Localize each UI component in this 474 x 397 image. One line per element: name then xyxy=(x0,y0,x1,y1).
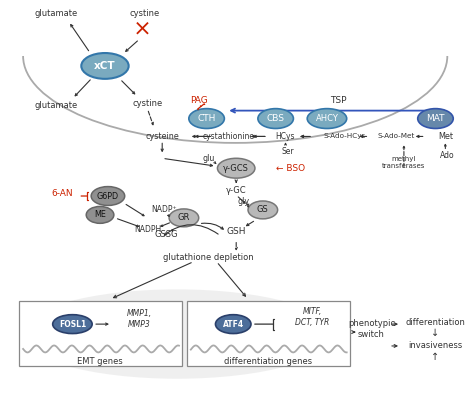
FancyBboxPatch shape xyxy=(187,301,350,366)
Text: phenotypic
switch: phenotypic switch xyxy=(348,319,395,339)
Text: GS: GS xyxy=(257,205,269,214)
Text: ATF4: ATF4 xyxy=(223,320,244,329)
Ellipse shape xyxy=(218,158,255,178)
Text: FOSL1: FOSL1 xyxy=(59,320,86,329)
Text: ME: ME xyxy=(94,210,106,220)
Ellipse shape xyxy=(216,315,251,333)
FancyBboxPatch shape xyxy=(19,301,182,366)
Text: MMP1,
MMP3: MMP1, MMP3 xyxy=(127,309,152,329)
Text: MITF,
DCT, TYR: MITF, DCT, TYR xyxy=(295,307,329,327)
Text: methyl
transferases: methyl transferases xyxy=(382,156,426,169)
Text: GSH: GSH xyxy=(227,227,246,236)
Text: PAG: PAG xyxy=(190,96,208,105)
Ellipse shape xyxy=(307,109,346,129)
Ellipse shape xyxy=(82,53,128,79)
Text: xCT: xCT xyxy=(94,61,116,71)
Text: S-Ado-Met: S-Ado-Met xyxy=(377,133,415,139)
Text: glutamate: glutamate xyxy=(34,9,77,18)
Text: NADPH: NADPH xyxy=(134,225,161,234)
Text: γ-GCS: γ-GCS xyxy=(223,164,249,173)
Text: G6PD: G6PD xyxy=(97,191,119,200)
Text: cystathionine: cystathionine xyxy=(202,132,254,141)
Text: ↑: ↑ xyxy=(431,352,439,362)
Text: NADP⁺: NADP⁺ xyxy=(151,205,177,214)
Ellipse shape xyxy=(189,109,224,129)
Text: glutamate: glutamate xyxy=(34,101,77,110)
Text: HCys: HCys xyxy=(275,132,294,141)
Ellipse shape xyxy=(91,187,125,206)
Text: CBS: CBS xyxy=(267,114,285,123)
Text: AHCY: AHCY xyxy=(316,114,338,123)
Text: cystine: cystine xyxy=(132,99,163,108)
Text: γ-GC: γ-GC xyxy=(226,185,246,195)
Ellipse shape xyxy=(248,201,278,219)
Ellipse shape xyxy=(19,289,335,379)
Text: glu: glu xyxy=(202,154,215,163)
Ellipse shape xyxy=(258,109,293,129)
Text: glutathione depletion: glutathione depletion xyxy=(163,253,254,262)
Text: Ser: Ser xyxy=(281,147,294,156)
Text: S-Ado-HCys: S-Ado-HCys xyxy=(324,133,366,139)
Text: GR: GR xyxy=(178,213,190,222)
Text: MAT: MAT xyxy=(426,114,445,123)
Ellipse shape xyxy=(86,206,114,224)
Text: EMT genes: EMT genes xyxy=(77,357,123,366)
Text: ↓: ↓ xyxy=(431,328,439,338)
Text: differentiation genes: differentiation genes xyxy=(224,357,312,366)
Text: gly: gly xyxy=(237,197,249,206)
Text: Met: Met xyxy=(438,132,453,141)
Text: cysteine: cysteine xyxy=(146,132,179,141)
Text: CTH: CTH xyxy=(197,114,216,123)
Text: differentiation: differentiation xyxy=(406,318,465,327)
Text: ← BSO: ← BSO xyxy=(276,164,305,173)
Text: Ado: Ado xyxy=(440,151,455,160)
Text: TSP: TSP xyxy=(330,96,347,105)
Ellipse shape xyxy=(169,209,199,227)
Ellipse shape xyxy=(418,109,453,129)
Text: GSSG: GSSG xyxy=(155,230,178,239)
Text: cystine: cystine xyxy=(129,9,160,18)
Ellipse shape xyxy=(53,315,92,333)
Text: invasiveness: invasiveness xyxy=(409,341,463,351)
Text: 6-AN: 6-AN xyxy=(52,189,73,198)
